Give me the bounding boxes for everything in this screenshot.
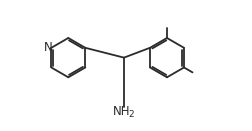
Text: NH: NH: [113, 105, 130, 118]
Text: 2: 2: [128, 110, 133, 119]
Text: N: N: [44, 41, 52, 54]
